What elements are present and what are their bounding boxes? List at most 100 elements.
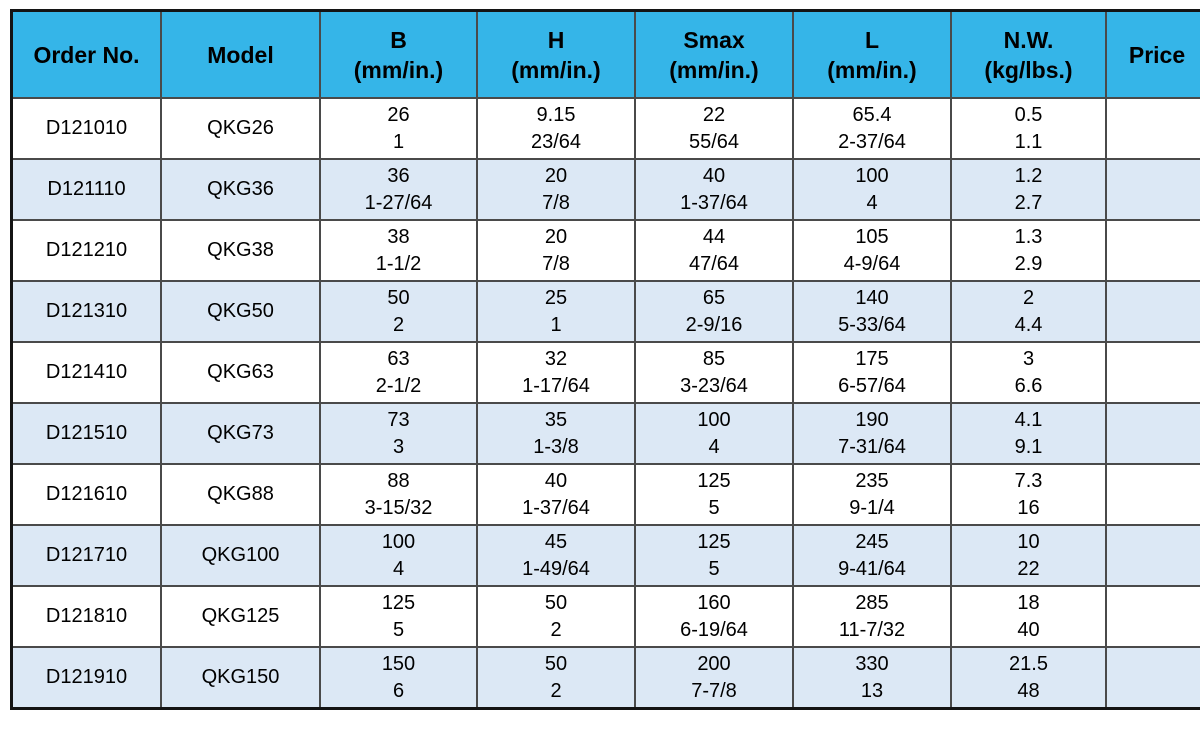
smax-secondary-value: 4 [708,435,720,458]
price-cell [1105,280,1200,343]
column-header-sublabel: (kg/lbs.) [984,56,1073,83]
nw-primary-value: 1.2 [1014,164,1043,187]
h-primary-value: 50 [544,591,568,614]
nw-secondary-value: 2.9 [1014,252,1043,275]
h-cell: 40 1-37/64 [476,463,636,526]
h-secondary-value: 7/8 [542,191,570,214]
table-row: D121510 QKG73 73 3 35 1-3/8 100 4 190 7-31/64 4.1 9… [10,402,1200,465]
order_no-cell: D121110 [10,158,162,221]
l-cell: 175 6-57/64 [792,341,952,404]
header-row: Order No. Model B (mm/in.) H (mm/in.) Smax (mm/… [10,9,1200,99]
l-primary-value: 65.4 [852,103,892,126]
nw-primary-value: 18 [1017,591,1040,614]
l-secondary-value: 4-9/64 [843,252,901,275]
b-cell: 63 2-1/2 [319,341,478,404]
nw-secondary-value: 4.4 [1014,313,1043,336]
l-secondary-value: 2-37/64 [838,130,906,153]
nw-secondary-value: 9.1 [1014,435,1043,458]
nw-cell: 7.3 16 [950,463,1107,526]
l-secondary-value: 4 [866,191,878,214]
l-secondary-value: 7-31/64 [838,435,906,458]
nw-secondary-value: 2.7 [1014,191,1043,214]
h-primary-value: 45 [544,530,568,553]
order_no-cell: D121810 [10,585,162,648]
price-cell [1105,585,1200,648]
h-primary-value: 25 [544,286,568,309]
l-primary-value: 245 [855,530,889,553]
l-cell: 65.4 2-37/64 [792,97,952,160]
l-secondary-value: 9-1/4 [849,496,895,519]
b-primary-value: 100 [381,530,416,553]
nw-primary-value: 0.5 [1014,103,1043,126]
smax-cell: 44 47/64 [634,219,794,282]
l-primary-value: 330 [855,652,889,675]
nw-primary-value: 10 [1017,530,1040,553]
model-cell: QKG100 [160,524,321,587]
smax-primary-value: 65 [702,286,726,309]
smax-cell: 200 7-7/8 [634,646,794,710]
l-cell: 285 11-7/32 [792,585,952,648]
l-cell: 140 5-33/64 [792,280,952,343]
smax-cell: 100 4 [634,402,794,465]
smax-primary-value: 44 [702,225,726,248]
column-header-b: B (mm/in.) [319,9,478,99]
model-cell: QKG73 [160,402,321,465]
l-secondary-value: 11-7/32 [838,618,906,641]
b-cell: 88 3-15/32 [319,463,478,526]
h-primary-value: 20 [544,225,568,248]
h-primary-value: 35 [544,408,568,431]
h-secondary-value: 1-3/8 [533,435,579,458]
smax-cell: 22 55/64 [634,97,794,160]
smax-cell: 85 3-23/64 [634,341,794,404]
l-secondary-value: 5-33/64 [838,313,906,336]
price-cell [1105,524,1200,587]
smax-cell: 125 5 [634,524,794,587]
h-secondary-value: 1-37/64 [522,496,590,519]
b-cell: 38 1-1/2 [319,219,478,282]
table-row: D121410 QKG63 63 2-1/2 32 1-17/64 85 3-23/64 175… [10,341,1200,404]
price-cell [1105,646,1200,710]
column-header-label: H [547,26,565,53]
nw-cell: 2 4.4 [950,280,1107,343]
column-header-price: Price [1105,9,1200,99]
l-primary-value: 190 [855,408,889,431]
column-header-label: Price [1128,41,1186,68]
l-primary-value: 140 [855,286,889,309]
b-primary-value: 38 [387,225,410,248]
nw-secondary-value: 22 [1017,557,1040,580]
column-header-sublabel: (mm/in.) [511,56,601,83]
l-primary-value: 175 [855,347,889,370]
order_no-cell: D121910 [10,646,162,710]
h-cell: 35 1-3/8 [476,402,636,465]
h-cell: 32 1-17/64 [476,341,636,404]
model-cell: QKG38 [160,219,321,282]
table-row: D121610 QKG88 88 3-15/32 40 1-37/64 125 5 235 9-1… [10,463,1200,526]
h-primary-value: 50 [544,652,568,675]
l-cell: 105 4-9/64 [792,219,952,282]
b-cell: 50 2 [319,280,478,343]
h-primary-value: 40 [544,469,568,492]
smax-secondary-value: 6-19/64 [680,618,748,641]
table-row: D121110 QKG36 36 1-27/64 20 7/8 40 1-37/64 100 4 1… [10,158,1200,221]
nw-cell: 0.5 1.1 [950,97,1107,160]
h-cell: 45 1-49/64 [476,524,636,587]
column-header-label: L [864,26,880,53]
smax-cell: 160 6-19/64 [634,585,794,648]
smax-primary-value: 22 [702,103,726,126]
smax-cell: 40 1-37/64 [634,158,794,221]
smax-secondary-value: 2-9/16 [685,313,743,336]
nw-primary-value: 2 [1022,286,1035,309]
b-cell: 36 1-27/64 [319,158,478,221]
b-primary-value: 50 [387,286,410,309]
column-header-h: H (mm/in.) [476,9,636,99]
column-header-smax: Smax (mm/in.) [634,9,794,99]
order_no-cell: D121510 [10,402,162,465]
model-cell: QKG88 [160,463,321,526]
order_no-cell: D121610 [10,463,162,526]
column-header-model: Model [160,9,321,99]
smax-primary-value: 125 [697,530,731,553]
b-secondary-value: 2-1/2 [375,374,422,397]
product-spec-table: Order No. Model B (mm/in.) H (mm/in.) Smax (mm/… [10,9,1200,710]
smax-cell: 125 5 [634,463,794,526]
